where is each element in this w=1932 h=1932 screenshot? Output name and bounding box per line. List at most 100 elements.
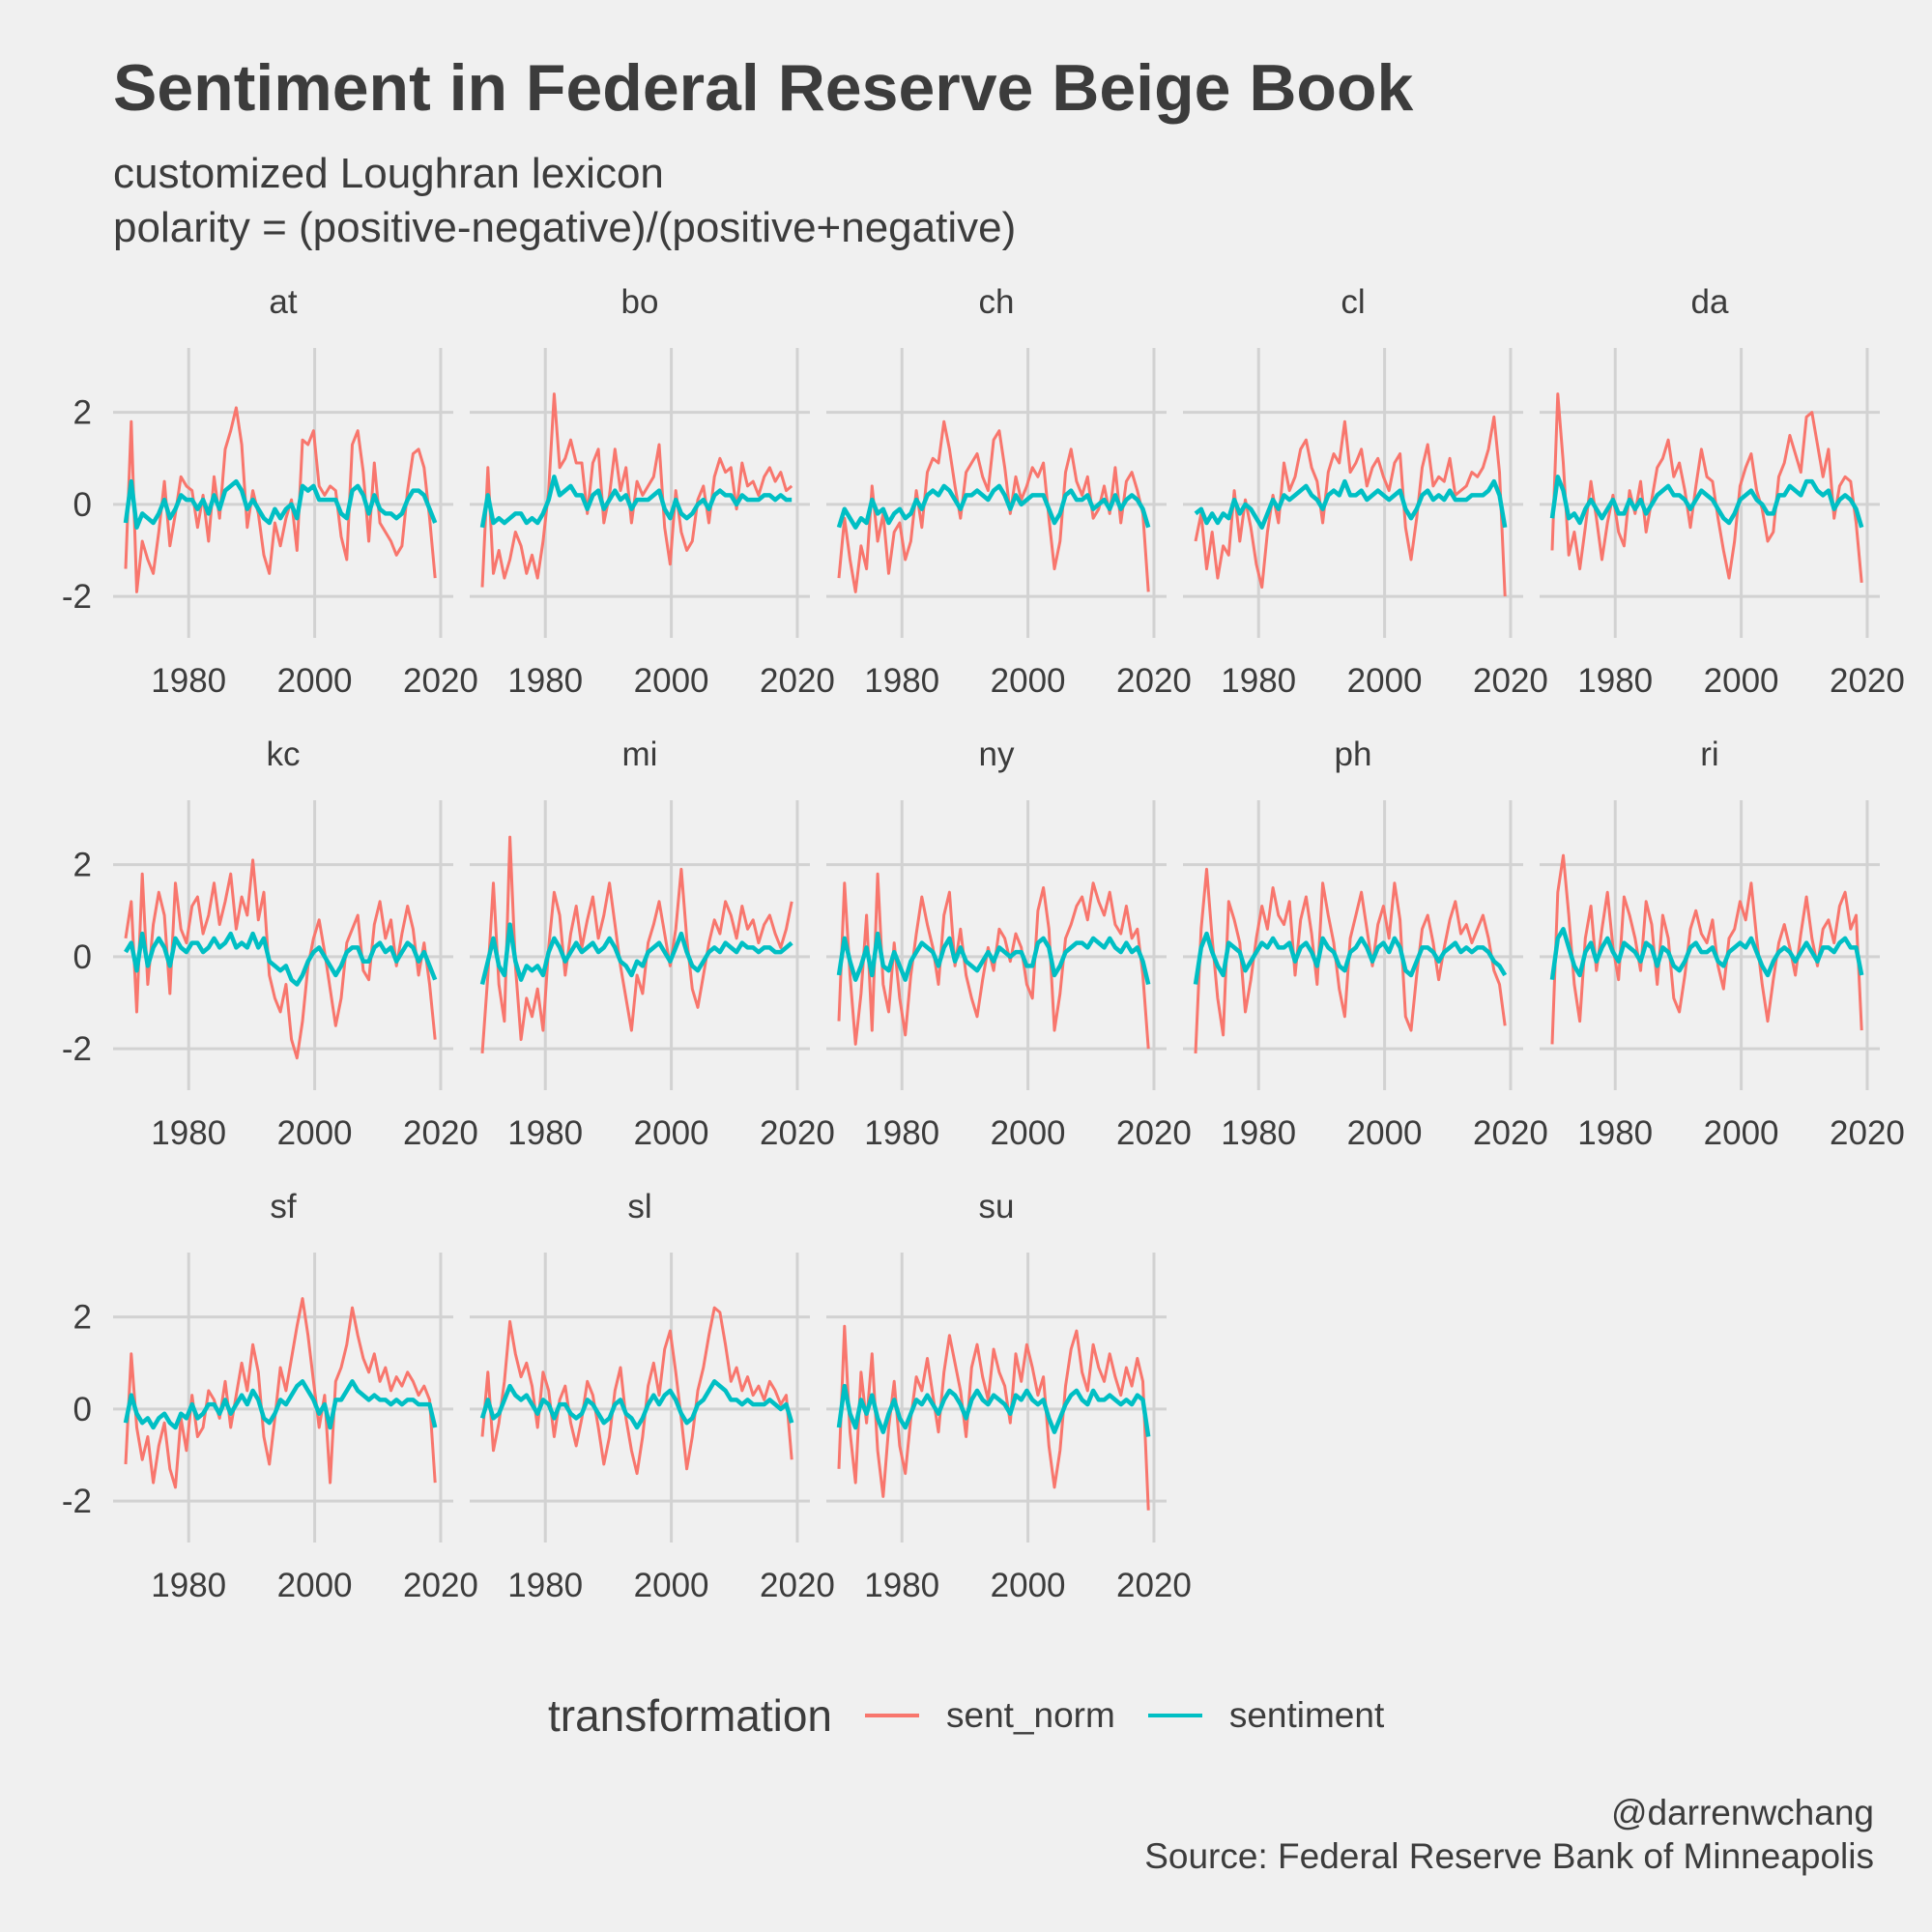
x-tick-label: 1980 <box>507 1567 583 1604</box>
series-line-ch-sentiment <box>836 483 1151 530</box>
x-tick-label: 2000 <box>277 662 353 700</box>
legend-title: transformation <box>548 1690 833 1741</box>
y-tick-label: 2 <box>73 394 92 432</box>
x-tick-label: 1980 <box>864 662 939 700</box>
subtitle-line-2: polarity = (positive-negative)/(positive… <box>113 204 1017 251</box>
series-line-kc-sentiment <box>124 931 438 987</box>
facet-label-sf: sf <box>270 1188 297 1226</box>
series-line-sf-sentiment <box>123 1379 438 1430</box>
series-line-sf-sent_norm <box>124 1297 437 1489</box>
series-line-at-sentiment <box>123 478 438 530</box>
y-tick-label: -2 <box>62 1030 92 1068</box>
y-tick-label: 0 <box>73 486 92 524</box>
x-tick-label: 1980 <box>864 1567 939 1604</box>
x-tick-label: 2020 <box>403 662 478 700</box>
legend-key-sentiment <box>1147 1714 1202 1717</box>
x-tick-label: 2000 <box>277 1114 353 1152</box>
facet-label-bo: bo <box>621 283 659 321</box>
series-line-ri-sent_norm <box>1550 853 1863 1045</box>
x-tick-label: 2020 <box>403 1567 478 1604</box>
series-line-ph-sent_norm <box>1194 867 1507 1053</box>
facet-label-mi: mi <box>622 735 658 773</box>
series-line-kc-sent_norm <box>124 858 437 1060</box>
x-tick-label: 2020 <box>1473 1114 1548 1152</box>
x-tick-label: 2000 <box>991 1114 1066 1152</box>
x-tick-label: 1980 <box>151 1567 226 1604</box>
series-line-su-sentiment <box>836 1383 1151 1437</box>
x-tick-label: 1980 <box>507 662 583 700</box>
x-tick-label: 2020 <box>1830 1114 1905 1152</box>
x-tick-label: 2000 <box>1704 1114 1779 1152</box>
facet-label-ny: ny <box>979 735 1015 773</box>
series-line-da-sent_norm <box>1550 392 1863 584</box>
series-line-bo-sent_norm <box>480 392 793 588</box>
x-tick-label: 2000 <box>1704 662 1779 700</box>
y-tick-label: -2 <box>62 578 92 616</box>
caption: @darrenwchang Source: Federal Reserve Ba… <box>1144 1791 1874 1878</box>
x-tick-label: 2020 <box>760 1567 835 1604</box>
facet-label-cl: cl <box>1341 283 1365 321</box>
x-tick-label: 2000 <box>277 1567 353 1604</box>
x-tick-label: 2020 <box>403 1114 478 1152</box>
series-line-at-sent_norm <box>124 406 437 593</box>
facet-label-ri: ri <box>1700 735 1718 773</box>
facet-label-at: at <box>269 283 297 321</box>
series-line-ph-sentiment <box>1193 931 1508 985</box>
series-line-ch-sent_norm <box>837 419 1150 593</box>
chart-title: Sentiment in Federal Reserve Beige Book <box>113 51 1414 125</box>
facet-label-da: da <box>1691 283 1729 321</box>
series-line-da-sentiment <box>1549 475 1864 529</box>
y-tick-label: 2 <box>73 847 92 884</box>
legend-item-sent-norm: sent_norm <box>865 1695 1115 1736</box>
series-line-bo-sentiment <box>479 475 793 529</box>
series-line-cl-sent_norm <box>1194 415 1507 597</box>
subtitle-line-1: customized Loughran lexicon <box>113 150 664 197</box>
x-tick-label: 1980 <box>1221 1114 1296 1152</box>
x-tick-label: 2000 <box>1347 662 1423 700</box>
facet-label-ph: ph <box>1335 735 1372 773</box>
legend-label-sentiment: sentiment <box>1228 1695 1385 1735</box>
x-tick-label: 2020 <box>1473 662 1548 700</box>
x-tick-label: 2020 <box>1116 1114 1192 1152</box>
facet-label-su: su <box>979 1188 1015 1226</box>
x-tick-label: 1980 <box>1577 1114 1653 1152</box>
legend: transformation sent_norm sentiment <box>548 1687 1417 1745</box>
y-tick-label: 0 <box>73 938 92 976</box>
facet-label-kc: kc <box>267 735 301 773</box>
series-line-ny-sentiment <box>836 931 1151 986</box>
x-tick-label: 2020 <box>1830 662 1905 700</box>
x-tick-label: 1980 <box>151 1114 226 1152</box>
series-line-mi-sentiment <box>479 922 793 986</box>
series-line-sl-sent_norm <box>480 1306 793 1476</box>
series-line-mi-sent_norm <box>480 835 793 1054</box>
caption-source: Source: Federal Reserve Bank of Minneapo… <box>1144 1836 1874 1876</box>
y-tick-label: -2 <box>62 1483 92 1520</box>
series-line-ri-sentiment <box>1549 927 1864 981</box>
legend-key-sent-norm <box>865 1714 920 1717</box>
legend-label-sent-norm: sent_norm <box>946 1695 1115 1735</box>
x-tick-label: 1980 <box>1221 662 1296 700</box>
x-tick-label: 1980 <box>864 1114 939 1152</box>
caption-handle: @darrenwchang <box>1610 1793 1874 1832</box>
facet-label-ch: ch <box>979 283 1015 321</box>
x-tick-label: 2020 <box>760 662 835 700</box>
x-tick-label: 2000 <box>1347 1114 1423 1152</box>
x-tick-label: 2000 <box>634 1114 709 1152</box>
x-tick-label: 2000 <box>991 662 1066 700</box>
x-tick-label: 2000 <box>634 662 709 700</box>
legend-item-sentiment: sentiment <box>1147 1695 1385 1736</box>
series-line-ny-sent_norm <box>837 872 1150 1050</box>
x-tick-label: 2000 <box>991 1567 1066 1604</box>
y-tick-label: 2 <box>73 1299 92 1337</box>
chart-subtitle: customized Loughran lexicon polarity = (… <box>113 147 1016 255</box>
x-tick-label: 2020 <box>760 1114 835 1152</box>
series-line-cl-sentiment <box>1194 478 1508 530</box>
x-tick-label: 2020 <box>1116 1567 1192 1604</box>
x-tick-label: 1980 <box>507 1114 583 1152</box>
y-tick-label: 0 <box>73 1391 92 1428</box>
x-tick-label: 1980 <box>151 662 226 700</box>
facet-label-sl: sl <box>627 1188 651 1226</box>
x-tick-label: 2020 <box>1116 662 1192 700</box>
x-tick-label: 2000 <box>634 1567 709 1604</box>
